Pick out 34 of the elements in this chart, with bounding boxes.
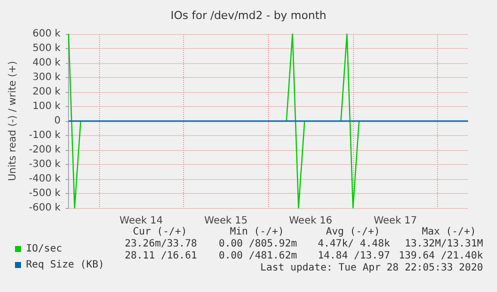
text: Cur (-/+) (132, 226, 187, 238)
y-tick-label: -100 k (28, 130, 61, 141)
y-tick-label: -600 k (28, 202, 61, 214)
y-tick-label: 600 k (32, 28, 61, 40)
text: Avg (-/+) (326, 226, 380, 238)
legend-label: Req Size (KB) (26, 260, 104, 270)
y-tick-label: -400 k (28, 174, 61, 184)
y-tick-label: 0 (54, 116, 61, 126)
text: 28.11 /16.61 (124, 250, 197, 262)
x-tick-label: Week 14 (120, 216, 163, 226)
y-tick-label: 400 k (32, 58, 61, 68)
x-tick-label: Week 17 (374, 216, 418, 226)
text: Max (-/+) (422, 226, 476, 238)
x-tick-label: Week 16 (288, 216, 332, 226)
y-tick-label: 200 k (32, 86, 61, 98)
y-tick-label: -500 k (28, 188, 61, 199)
text: 139.64 /21.40k (398, 250, 483, 262)
x-tick-label: Week 15 (204, 216, 248, 226)
text: 13.32M/13.31M (404, 238, 483, 250)
text: 4.47k/ 4.48k (318, 238, 390, 250)
y-tick-label: 500 k (32, 43, 61, 54)
y-tick-label: -200 k (28, 144, 61, 156)
text: Min (-/+) (230, 226, 284, 238)
text: 0.00 /481.62m (218, 250, 297, 262)
y-tick-label: -300 k (28, 159, 61, 170)
y-tick-label: 100 k (32, 101, 61, 112)
chart-title: IOs for /dev/md2 - by month (170, 9, 326, 22)
y-axis-title: Units read (-) / write (+) (8, 60, 18, 182)
legend-label: IO/sec (26, 244, 62, 254)
text: 14.84 /13.97 (318, 250, 390, 262)
text: 0.00 /805.92m (218, 238, 297, 250)
text: Last update: Tue Apr 28 22:05:33 2020 (260, 262, 483, 274)
text: 23.26m/33.78 (124, 238, 197, 250)
y-tick-label: 300 k (32, 72, 61, 83)
